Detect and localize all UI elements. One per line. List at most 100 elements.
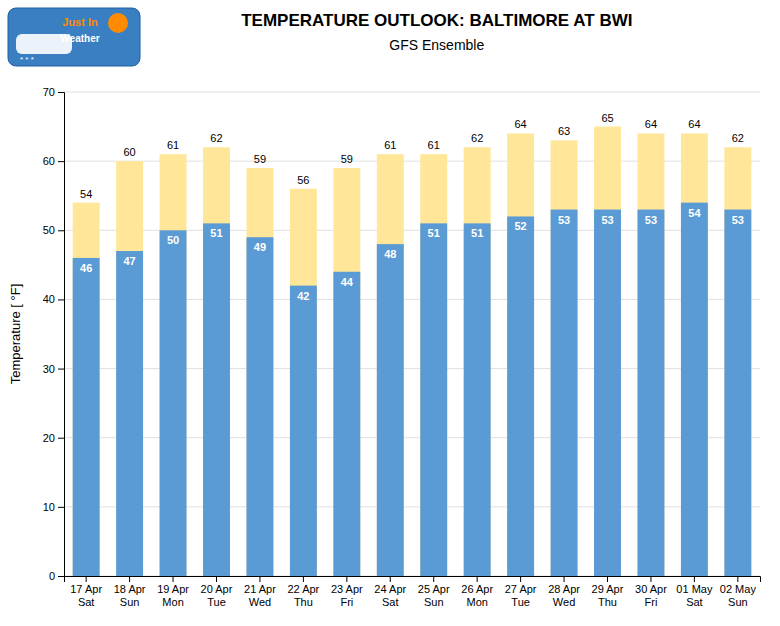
- x-tick-mark: [346, 576, 347, 582]
- bar: [203, 147, 230, 576]
- data-label: 51: [210, 227, 222, 239]
- x-tick-mark: [86, 576, 87, 582]
- x-tick-label-line: 19 Apr: [157, 583, 189, 595]
- data-label: 42: [297, 290, 309, 302]
- x-tick-label-line: Thu: [294, 596, 313, 608]
- bar: [160, 230, 187, 576]
- x-tick-label-line: 18 Apr: [114, 583, 146, 595]
- x-tick-label-line: 20 Apr: [201, 583, 233, 595]
- x-tick-mark: [520, 576, 521, 582]
- y-tick-mark: [58, 92, 64, 93]
- bar: [551, 140, 578, 576]
- bar: [160, 154, 187, 576]
- bar: [420, 154, 447, 576]
- data-label: 52: [514, 220, 526, 232]
- data-label: 62: [732, 132, 744, 144]
- bar: [464, 223, 491, 576]
- data-label: 64: [645, 118, 657, 130]
- data-label: 51: [471, 227, 483, 239]
- annotation: Weather: [60, 33, 99, 44]
- data-label: 59: [254, 153, 266, 165]
- x-tick-label-line: 23 Apr: [331, 583, 363, 595]
- x-tick-label-line: Mon: [162, 596, 183, 608]
- x-tick-mark: [564, 576, 565, 582]
- x-tick-label-line: Sun: [424, 596, 444, 608]
- plot-area: 01020304050607017 AprSat18 AprSun19 AprM…: [8, 86, 761, 608]
- x-tick-label-line: 01 May: [676, 583, 713, 595]
- x-tick: 25 AprSun: [418, 576, 450, 608]
- bar: [290, 189, 317, 576]
- x-tick-label-line: 28 Apr: [548, 583, 580, 595]
- x-tick: 01 MaySat: [676, 576, 713, 608]
- y-tick-label: 70: [43, 86, 55, 98]
- x-tick-label: 30 AprFri: [635, 583, 667, 608]
- data-label: 61: [167, 139, 179, 151]
- x-tick-label: 27 AprTue: [505, 583, 537, 608]
- y-tick-mark: [58, 507, 64, 508]
- x-tick: 22 AprThu: [287, 576, 319, 608]
- y-tick-mark: [58, 299, 64, 300]
- x-tick: 21 AprWed: [244, 576, 276, 608]
- x-tick-mark: [129, 576, 130, 582]
- bar: [116, 161, 143, 576]
- x-tick-label-line: Wed: [249, 596, 271, 608]
- series: [73, 127, 752, 576]
- x-tick-mark: [259, 576, 260, 582]
- x-tick-mark: [216, 576, 217, 582]
- data-label: 49: [254, 241, 266, 253]
- data-label: 48: [384, 248, 396, 260]
- x-tick-label-line: Tue: [207, 596, 226, 608]
- x-tick-mark: [173, 576, 174, 582]
- grid-line: [64, 92, 760, 93]
- logo: Just InWeather* * *: [8, 8, 140, 66]
- data-label: 62: [471, 132, 483, 144]
- x-tick-label-line: 29 Apr: [592, 583, 624, 595]
- x-axis: 17 AprSat18 AprSun19 AprMon20 AprTue21 A…: [65, 576, 761, 608]
- grid: [64, 92, 760, 576]
- y-tick-mark: [58, 438, 64, 439]
- bar: [681, 133, 708, 576]
- x-tick-label: 24 AprSat: [374, 583, 406, 608]
- bar: [724, 147, 751, 576]
- bar: [116, 251, 143, 576]
- data-label: 46: [80, 262, 92, 274]
- annotation: Just In: [62, 16, 98, 28]
- x-tick-label: 21 AprWed: [244, 583, 276, 608]
- x-tick-label-line: Sun: [728, 596, 748, 608]
- data-label: 59: [341, 153, 353, 165]
- data-label: 50: [167, 234, 179, 246]
- data-label: 44: [341, 276, 354, 288]
- data-label: 54: [80, 188, 92, 200]
- bar: [507, 216, 534, 576]
- bar: [724, 210, 751, 576]
- x-tick-label-line: Wed: [553, 596, 575, 608]
- data-label: 65: [601, 112, 613, 124]
- y-axis-line: [58, 93, 65, 577]
- x-tick-label: 28 AprWed: [548, 583, 580, 608]
- x-tick-mark: [694, 576, 695, 582]
- data-label: 63: [558, 125, 570, 137]
- x-tick-label-line: 17 Apr: [70, 583, 102, 595]
- y-tick-label: 30: [43, 363, 55, 375]
- x-tick-label-line: 27 Apr: [505, 583, 537, 595]
- bar: [73, 258, 100, 576]
- y-tick-label: 0: [49, 570, 55, 582]
- bars: [73, 127, 752, 576]
- data-label: 47: [123, 255, 135, 267]
- data-label: 60: [123, 146, 135, 158]
- y-tick-label: 10: [43, 501, 55, 513]
- series: [73, 203, 752, 576]
- y-tick: 40: [43, 293, 64, 305]
- x-tick-label: 19 AprMon: [157, 583, 189, 608]
- x-tick-label-line: Thu: [598, 596, 617, 608]
- y-tick: 10: [43, 501, 64, 513]
- bar: [246, 237, 273, 576]
- x-tick-label-line: 30 Apr: [635, 583, 667, 595]
- bar: [637, 210, 664, 576]
- bar: [333, 168, 360, 576]
- x-tick: 23 AprFri: [331, 576, 363, 608]
- bar: [377, 154, 404, 576]
- logo-sun: [108, 13, 128, 33]
- x-tick-label-line: Mon: [466, 596, 487, 608]
- title: TEMPERATURE OUTLOOK: BALTIMORE AT BWI: [241, 11, 632, 30]
